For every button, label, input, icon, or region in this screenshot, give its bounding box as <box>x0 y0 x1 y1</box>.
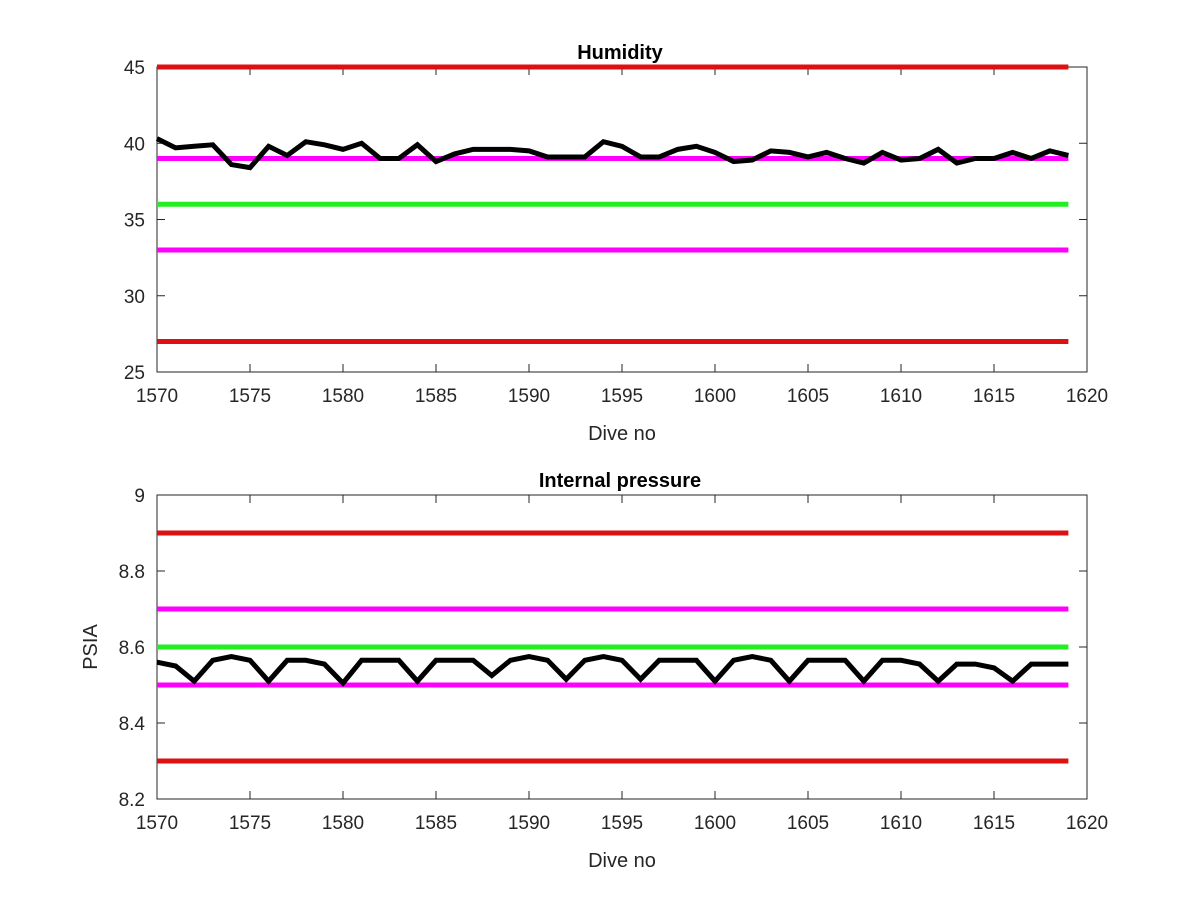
humidity-y-tick-label: 25 <box>124 363 145 384</box>
internal-pressure-y-tick-label: 8.6 <box>119 638 145 659</box>
internal-pressure-chart: 1570 1575 1580 1585 1590 1595 1600 1605 1610 1615… <box>80 470 1108 872</box>
internal-pressure-data-line <box>156 653 1069 687</box>
internal-pressure-x-tick-label: 1600 <box>694 813 736 834</box>
humidity-x-axis-label: Dive no <box>588 423 656 445</box>
internal-pressure-x-axis-label: Dive no <box>588 850 656 872</box>
humidity-chart: 1570 1575 1580 1585 1590 1595 1600 1605 1610 1615… <box>124 42 1108 445</box>
humidity-x-tick-label: 1575 <box>229 386 271 407</box>
internal-pressure-x-tick-label: 1580 <box>322 813 364 834</box>
internal-pressure-x-tick-label: 1615 <box>973 813 1015 834</box>
internal-pressure-x-tick-label: 1605 <box>787 813 829 834</box>
internal-pressure-y-axis-label: PSIA <box>80 624 102 670</box>
internal-pressure-x-tick-label: 1595 <box>601 813 643 834</box>
humidity-chart-title: Humidity <box>577 42 663 64</box>
humidity-y-tick-label: 40 <box>124 134 145 155</box>
humidity-x-tick-label: 1570 <box>136 386 178 407</box>
humidity-x-tick-label: 1620 <box>1066 386 1108 407</box>
internal-pressure-x-tick-label: 1610 <box>880 813 922 834</box>
humidity-x-tick-label: 1605 <box>787 386 829 407</box>
humidity-y-tick-label: 45 <box>124 58 145 79</box>
humidity-x-tick-label: 1595 <box>601 386 643 407</box>
internal-pressure-x-tick-label: 1570 <box>136 813 178 834</box>
internal-pressure-x-tick-label: 1620 <box>1066 813 1108 834</box>
humidity-x-tick-label: 1580 <box>322 386 364 407</box>
humidity-x-tick-label: 1610 <box>880 386 922 407</box>
internal-pressure-x-tick-label: 1590 <box>508 813 550 834</box>
internal-pressure-y-tick-label: 8.8 <box>119 562 145 583</box>
internal-pressure-y-tick-label: 8.2 <box>119 790 145 811</box>
internal-pressure-chart-title: Internal pressure <box>539 470 701 492</box>
internal-pressure-y-tick-label: 8.4 <box>119 714 146 735</box>
humidity-x-tick-label: 1600 <box>694 386 736 407</box>
internal-pressure-y-tick-label: 9 <box>134 486 145 507</box>
humidity-x-tick-label: 1585 <box>415 386 457 407</box>
humidity-x-tick-label: 1615 <box>973 386 1015 407</box>
humidity-x-tick-label: 1590 <box>508 386 550 407</box>
humidity-y-tick-label: 30 <box>124 287 145 308</box>
internal-pressure-x-tick-label: 1585 <box>415 813 457 834</box>
internal-pressure-x-tick-label: 1575 <box>229 813 271 834</box>
humidity-plot-area <box>156 66 1088 373</box>
humidity-data-line <box>155 136 1069 171</box>
humidity-y-tick-label: 35 <box>124 211 145 232</box>
